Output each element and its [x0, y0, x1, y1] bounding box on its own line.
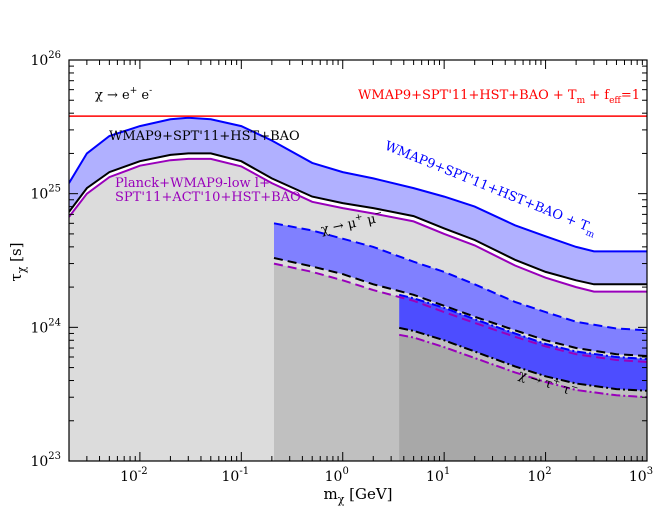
plot-frame	[68, 59, 648, 462]
ee-wmap9-tm-curve	[69, 116, 647, 253]
plot-area	[69, 115, 647, 461]
x-axis-title: mχ [GeV]	[323, 485, 392, 506]
x-tick-label: 103	[629, 466, 653, 485]
tautau-tm-band	[399, 294, 647, 391]
x-tick-label: 100	[325, 466, 349, 485]
tautau-planck-curve	[399, 333, 647, 399]
wmap9-label: WMAP9+SPT'11+HST+BAO	[109, 129, 300, 144]
y-axis-title-sub: χ	[15, 266, 28, 273]
tautau-label-plus: +	[552, 376, 562, 388]
red-label-sub-eff: eff	[609, 96, 621, 106]
x-tick-base: 10	[325, 469, 343, 485]
red-label-tail: =1	[621, 88, 640, 103]
red-line-label: WMAP9+SPT'11+HST+BAO + Tm + feff=1	[358, 88, 640, 106]
x-tick-exponent: -1	[239, 466, 249, 477]
mumu-label-arrow: → μ	[327, 216, 357, 236]
ee-label-e: e	[137, 88, 149, 103]
y-tick-exponent: 23	[48, 451, 61, 462]
x-tick-label: 101	[426, 466, 450, 485]
mumu-label-mu: μ	[362, 212, 377, 229]
y-tick-base: 10	[30, 454, 48, 470]
mumu-tm-band	[274, 223, 647, 356]
y-tick-exponent: 25	[48, 184, 61, 195]
axes-frame	[68, 59, 648, 462]
x-axis-title-sub: χ	[338, 493, 345, 506]
y-tick-base: 10	[30, 187, 48, 203]
planck-label-line1: Planck+WMAP9-low l+	[115, 176, 270, 191]
y-tick-base: 10	[30, 320, 48, 336]
x-tick-label: 10-2	[120, 466, 148, 485]
red-label-sub-m: m	[577, 96, 586, 106]
red-label-main: WMAP9+SPT'11+HST+BAO + T	[358, 88, 577, 103]
x-tick-base: 10	[426, 469, 444, 485]
mumu-label-minus: −	[374, 208, 383, 219]
tautau-wmap9-tm-curve	[398, 293, 647, 360]
x-tick-exponent: 0	[342, 466, 348, 477]
mumu-label-chi: χ	[320, 222, 331, 238]
ee-planck-curve	[69, 157, 647, 293]
mumu-planck-curve	[273, 262, 647, 363]
y-tick-exponent: 26	[48, 50, 61, 61]
y-axis-title: τχ [s]	[7, 242, 28, 281]
x-tick-base: 10	[629, 469, 647, 485]
x-tick-base: 10	[222, 469, 240, 485]
tautau-excluded-region	[399, 334, 647, 461]
ee-label-minus: -	[149, 86, 152, 96]
y-tick-label: 1024	[30, 317, 61, 336]
tautau-label-minus: −	[569, 382, 579, 394]
x-tick-exponent: 3	[647, 466, 653, 477]
mumu-channel-label: χ → μ+ μ−	[319, 208, 384, 238]
x-tick-exponent: 2	[545, 466, 551, 477]
tautau-label-tau: τ	[557, 380, 572, 398]
x-tick-base: 10	[527, 469, 545, 485]
ee-label-chi: χ	[95, 88, 103, 103]
x-axis-title-main: m	[323, 485, 337, 503]
x-tick-label: 102	[527, 466, 551, 485]
y-tick-label: 1026	[30, 50, 61, 69]
y-axis-title-main: τ	[7, 273, 25, 281]
blue-label-sub: m	[584, 228, 596, 241]
x-axis-title-unit: [GeV]	[344, 485, 392, 503]
x-tick-base: 10	[120, 469, 138, 485]
red-label-mid: + f	[585, 88, 610, 103]
planck-label-line2: SPT'11+ACT'10+HST+BAO	[115, 190, 301, 205]
mumu-wmap9-curve	[273, 257, 647, 357]
y-tick-base: 10	[30, 53, 48, 69]
x-tick-exponent: 1	[444, 466, 450, 477]
x-tick-label: 10-1	[222, 466, 250, 485]
ee-tm-band	[69, 117, 647, 285]
x-tick-exponent: -2	[138, 466, 148, 477]
tautau-wmap9-curve	[398, 326, 647, 392]
ee-label-arrow: → e	[103, 88, 130, 103]
y-tick-label: 1025	[30, 184, 61, 203]
mumu-label-plus: +	[354, 212, 363, 223]
ee-label-plus: +	[130, 86, 138, 96]
y-tick-label: 1023	[30, 451, 61, 470]
y-axis-title-unit: [s]	[7, 242, 25, 266]
ee-channel-label: χ → e+ e-	[95, 86, 152, 103]
y-tick-exponent: 24	[48, 317, 61, 328]
ee-wmap9-curve	[69, 152, 647, 286]
mumu-wmap9-tm-curve	[273, 222, 647, 332]
